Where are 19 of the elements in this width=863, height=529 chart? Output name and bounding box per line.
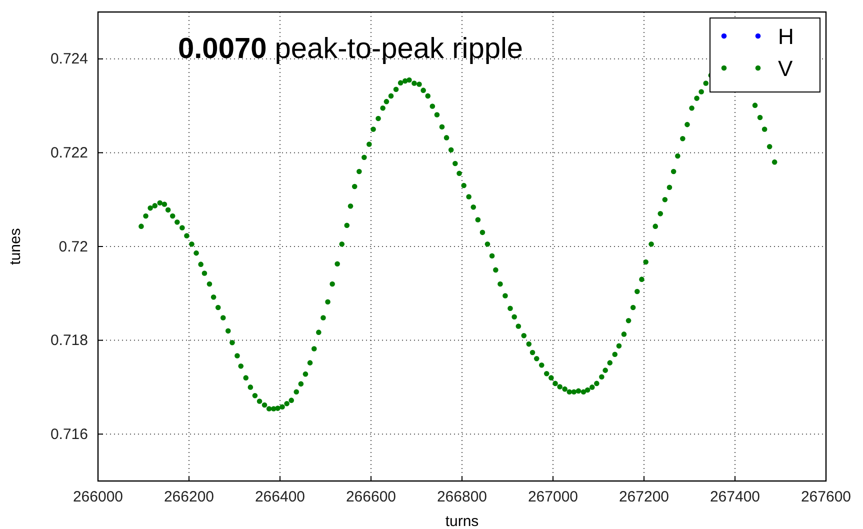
y-tick-label: 0.724 — [50, 50, 88, 68]
legend-label: H — [778, 24, 794, 49]
annotation: 0.0070 peak-to-peak ripple — [178, 33, 524, 65]
y-tick-label: 0.716 — [50, 426, 88, 443]
x-tick-label: 266600 — [346, 488, 396, 506]
x-axis-title: turns — [445, 513, 479, 529]
x-tick-label: 267400 — [710, 488, 760, 506]
y-axis-title: tunes — [7, 228, 24, 265]
x-tick-label: 266200 — [164, 488, 214, 506]
legend-label: V — [778, 56, 793, 81]
x-tick-label: 266400 — [254, 488, 306, 506]
x-tick-label: 266800 — [436, 488, 488, 506]
y-tick-label: 0.722 — [50, 144, 88, 162]
x-tick-label: 267000 — [528, 488, 578, 506]
x-tick-label: 266000 — [72, 488, 124, 506]
x-tick-label: 267200 — [618, 488, 670, 506]
y-tick-label: 0.718 — [50, 332, 88, 350]
x-tick-label: 267600 — [800, 488, 852, 506]
y-tick-label: 0.72 — [58, 238, 88, 256]
